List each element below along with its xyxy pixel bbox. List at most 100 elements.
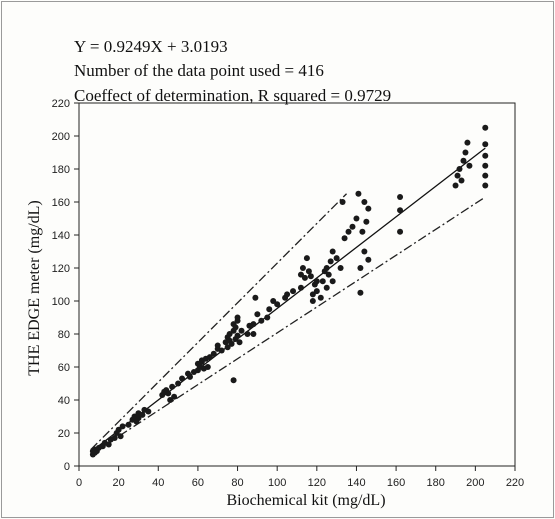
regression-line bbox=[90, 147, 486, 453]
regression-fit bbox=[90, 147, 486, 453]
y-tick-label: 40 bbox=[58, 395, 70, 407]
x-tick-label: 120 bbox=[308, 477, 326, 489]
data-point bbox=[238, 327, 245, 334]
data-point bbox=[264, 314, 271, 321]
data-point bbox=[297, 284, 304, 291]
confidence-bounds bbox=[90, 193, 486, 455]
data-point bbox=[117, 433, 124, 440]
data-point bbox=[359, 228, 366, 235]
data-point bbox=[234, 332, 241, 339]
data-point bbox=[327, 258, 334, 265]
data-point bbox=[171, 393, 178, 400]
data-point bbox=[167, 397, 174, 403]
data-point bbox=[482, 182, 489, 189]
y-tick-label: 180 bbox=[52, 164, 70, 176]
x-tick-label: 60 bbox=[192, 477, 204, 489]
data-point bbox=[234, 314, 241, 321]
data-point bbox=[452, 182, 459, 189]
data-point bbox=[460, 157, 467, 164]
y-tick-label: 120 bbox=[52, 263, 70, 275]
data-point bbox=[323, 265, 330, 271]
data-point bbox=[307, 273, 314, 280]
data-point bbox=[365, 205, 372, 212]
data-point bbox=[224, 344, 231, 351]
y-tick-label: 20 bbox=[58, 428, 70, 440]
data-point bbox=[333, 255, 340, 262]
data-point bbox=[236, 339, 243, 346]
x-tick-label: 20 bbox=[113, 477, 125, 489]
data-point bbox=[250, 321, 257, 328]
data-point bbox=[329, 248, 336, 255]
data-point bbox=[303, 255, 310, 262]
data-point bbox=[145, 408, 152, 415]
data-point bbox=[228, 340, 235, 347]
data-point bbox=[317, 294, 324, 301]
data-point bbox=[165, 390, 172, 397]
r-squared-annotation: Coeffect of determination, R squared = 0… bbox=[74, 86, 391, 105]
data-point bbox=[169, 383, 176, 390]
upper-bound-line bbox=[90, 193, 348, 450]
data-point bbox=[309, 298, 316, 304]
data-point bbox=[397, 228, 404, 235]
data-point bbox=[458, 177, 465, 184]
data-point bbox=[353, 215, 360, 222]
data-point bbox=[266, 306, 273, 313]
data-point bbox=[482, 162, 489, 169]
y-tick-label: 80 bbox=[58, 329, 70, 341]
data-point bbox=[482, 172, 489, 179]
data-point bbox=[175, 380, 182, 387]
plot-frame bbox=[78, 102, 516, 467]
data-point bbox=[284, 291, 291, 298]
data-point bbox=[482, 152, 489, 159]
data-point bbox=[361, 248, 368, 255]
y-tick-label: 60 bbox=[58, 362, 70, 374]
y-tick-label: 220 bbox=[52, 98, 70, 110]
data-point bbox=[250, 331, 257, 337]
data-point bbox=[119, 423, 126, 430]
x-tick-label: 220 bbox=[506, 477, 524, 489]
lower-bound-line bbox=[90, 196, 486, 455]
y-tick-label: 160 bbox=[52, 197, 70, 209]
x-tick-label: 200 bbox=[466, 477, 484, 489]
data-point bbox=[337, 265, 344, 271]
data-point bbox=[325, 271, 332, 278]
data-point bbox=[309, 291, 316, 298]
data-point bbox=[210, 350, 217, 357]
x-tick-label: 140 bbox=[347, 477, 365, 489]
y-axis-title: THE EDGE meter (mg/dL) bbox=[26, 200, 43, 376]
y-tick-label: 100 bbox=[52, 296, 70, 308]
data-point bbox=[226, 331, 233, 337]
y-tick-label: 140 bbox=[52, 230, 70, 242]
x-tick-label: 80 bbox=[231, 477, 243, 489]
data-point bbox=[252, 294, 259, 301]
data-point bbox=[230, 377, 237, 384]
data-point bbox=[361, 199, 368, 205]
data-point bbox=[454, 172, 461, 179]
data-point bbox=[111, 434, 118, 441]
data-point bbox=[299, 265, 306, 271]
x-tick-label: 180 bbox=[427, 477, 445, 489]
data-point bbox=[397, 194, 404, 201]
data-point bbox=[297, 271, 304, 278]
data-point bbox=[274, 301, 281, 308]
data-count-annotation: Number of the data point used = 416 bbox=[74, 61, 324, 80]
data-point bbox=[339, 199, 346, 205]
data-point bbox=[397, 207, 404, 214]
data-point bbox=[135, 415, 142, 422]
data-point bbox=[270, 298, 277, 304]
data-point bbox=[357, 289, 364, 296]
data-points bbox=[89, 124, 489, 458]
data-point bbox=[313, 288, 320, 295]
data-point bbox=[363, 218, 370, 225]
data-point bbox=[301, 274, 308, 281]
data-point bbox=[254, 311, 261, 318]
data-point bbox=[313, 278, 320, 285]
plot-area bbox=[78, 102, 516, 467]
data-point bbox=[179, 375, 186, 382]
data-point bbox=[323, 284, 330, 291]
y-tick-label: 0 bbox=[64, 461, 70, 473]
data-point bbox=[305, 268, 312, 275]
